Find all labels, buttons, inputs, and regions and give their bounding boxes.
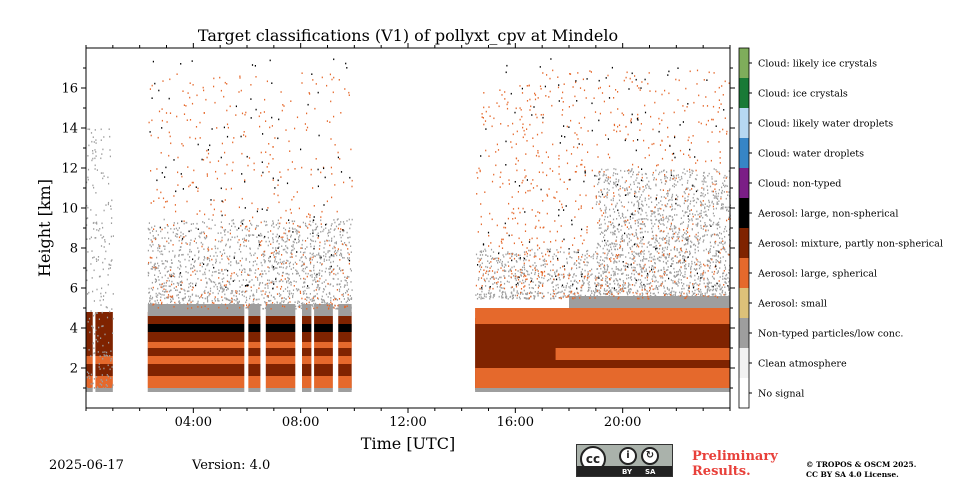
license-notice: © TROPOS & OSCM 2025. CC BY SA 4.0 Licen… xyxy=(806,460,916,480)
y-tick-label: 12 xyxy=(61,162,78,177)
no-signal-gap-4 xyxy=(295,302,303,392)
x-axis: 04:00 08:00 12:00 16:00 20:00 xyxy=(85,43,731,430)
colorbar-swatch xyxy=(739,168,749,198)
colorbar-frame xyxy=(738,47,750,409)
no-signal-gap-3 xyxy=(260,302,266,392)
no-signal-gap-1 xyxy=(92,302,96,392)
nontyped-top-afternoon xyxy=(569,296,730,308)
colorbar-swatch xyxy=(739,228,749,258)
y-tick-label: 16 xyxy=(61,82,78,97)
colorbar-label: Clean atmosphere xyxy=(758,359,847,370)
attribution-icon: i xyxy=(619,447,637,465)
x-tick-label: 04:00 xyxy=(175,415,212,430)
y-tick-label: 8 xyxy=(70,242,78,257)
cc-license-badge: cc i ↻ BY SA xyxy=(576,444,673,477)
y-tick-label: 14 xyxy=(61,122,78,137)
colorbar-swatch xyxy=(739,138,749,168)
nontyped-bottom-morning xyxy=(86,388,352,392)
aerosol-spherical-band-afternoon xyxy=(475,368,730,390)
cc-by-text: BY xyxy=(622,468,633,476)
x-tick-label: 16:00 xyxy=(497,415,534,430)
preliminary-line-1: Preliminary xyxy=(692,449,778,464)
colorbar-label: Cloud: likely ice crystals xyxy=(758,59,877,70)
colorbar-label: Cloud: non-typed xyxy=(758,179,841,190)
version-label: Version: 4.0 xyxy=(192,458,271,473)
colorbar-swatch xyxy=(739,258,749,288)
date-label: 2025-06-17 xyxy=(49,458,124,473)
y-tick-label: 6 xyxy=(70,282,78,297)
colorbar-label: Aerosol: mixture, partly non-spherical xyxy=(757,239,943,250)
chart-title: Target classifications (V1) of pollyxt_c… xyxy=(198,26,618,45)
speckle-field xyxy=(86,58,732,390)
colorbar-swatch xyxy=(739,318,749,348)
x-axis-label: Time [UTC] xyxy=(361,434,455,453)
cc-sa-text: SA xyxy=(645,468,656,476)
aerosol-spherical-band-morning xyxy=(86,376,352,388)
colorbar-label: Cloud: ice crystals xyxy=(758,89,848,100)
colorbar-swatch xyxy=(739,48,749,78)
y-axis: 2 4 6 8 10 12 14 16 xyxy=(61,67,735,389)
colorbar-label: Aerosol: large, non-spherical xyxy=(757,209,898,220)
colorbar-label: Aerosol: small xyxy=(757,299,827,310)
colorbar-legend: Cloud: likely ice crystals Cloud: ice cry… xyxy=(738,47,943,409)
x-tick-label: 20:00 xyxy=(604,415,641,430)
colorbar-swatch xyxy=(739,78,749,108)
no-signal-gap-6 xyxy=(332,302,339,392)
nontyped-bottom-afternoon xyxy=(475,388,730,392)
colorbar-swatch xyxy=(739,378,749,408)
colorbar-label: Non-typed particles/low conc. xyxy=(758,329,903,340)
share-alike-icon: ↻ xyxy=(641,447,659,465)
colorbar-swatch xyxy=(739,288,749,318)
aerosol-spherical-band-morning-3 xyxy=(147,342,352,348)
colorbar-swatch xyxy=(739,108,749,138)
no-signal-gap-5 xyxy=(311,302,315,392)
preliminary-notice: Preliminary Results. xyxy=(692,449,778,479)
nonspherical-band-morning xyxy=(147,324,352,332)
license-line-1: © TROPOS & OSCM 2025. xyxy=(806,460,917,469)
preliminary-line-2: Results. xyxy=(692,464,751,479)
colorbar-label: Aerosol: large, spherical xyxy=(757,269,877,280)
colorbar-label: No signal xyxy=(758,389,804,400)
x-tick-label: 08:00 xyxy=(282,415,319,430)
colorbar-swatch xyxy=(739,198,749,228)
license-line-2: CC BY SA 4.0 License. xyxy=(806,470,899,479)
colorbar-swatch xyxy=(739,348,749,378)
y-tick-label: 10 xyxy=(61,202,78,217)
colorbar-label: Cloud: likely water droplets xyxy=(758,119,893,130)
y-axis-label: Height [km] xyxy=(35,179,54,277)
aerosol-spherical-mid-afternoon xyxy=(555,348,730,360)
no-signal-gap-0 xyxy=(112,302,148,392)
classification-field xyxy=(86,58,732,392)
x-tick-label: 12:00 xyxy=(389,415,426,430)
aerosol-spherical-top-afternoon xyxy=(475,308,730,324)
aerosol-spherical-band-morning-2 xyxy=(86,356,352,364)
colorbar-label: Cloud: water droplets xyxy=(758,149,864,160)
y-tick-label: 2 xyxy=(70,362,78,377)
y-tick-label: 4 xyxy=(70,322,78,337)
no-signal-gap-2 xyxy=(244,302,249,392)
